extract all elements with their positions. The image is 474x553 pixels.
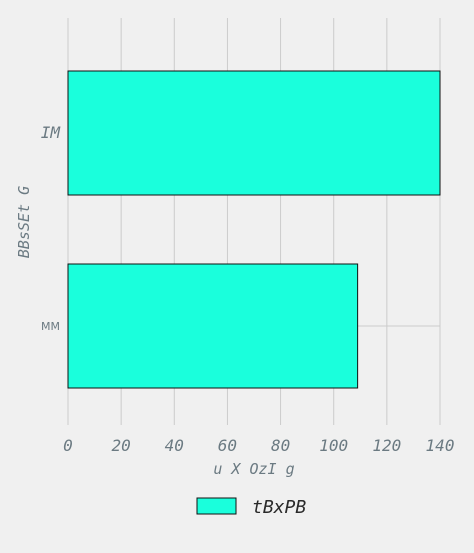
x-axis-label: u X OzI g xyxy=(213,460,294,478)
x-tick-labels: 0 20 40 60 80 100 120 140 xyxy=(63,436,454,455)
x-tick-label: 100 xyxy=(319,436,348,455)
y-tick-label: IM xyxy=(41,123,62,142)
bar-mm xyxy=(67,263,359,389)
legend-label: tBxPB xyxy=(252,497,306,518)
x-tick-label: 20 xyxy=(112,436,131,455)
y-tick-label: MM xyxy=(41,320,60,333)
x-tick-label: 0 xyxy=(63,436,73,455)
x-tick-label: 40 xyxy=(165,436,184,455)
x-tick-label: 80 xyxy=(271,436,290,455)
bars xyxy=(67,70,441,389)
x-tick-label: 120 xyxy=(372,436,401,455)
legend: tBxPB xyxy=(196,497,306,518)
bar-im xyxy=(67,70,441,196)
x-tick-label: 60 xyxy=(218,436,237,455)
y-tick-labels: IM MM xyxy=(41,123,62,333)
x-tick-label: 140 xyxy=(426,436,455,455)
legend-swatch xyxy=(196,497,237,515)
y-axis-label: BBsSEt G xyxy=(15,186,33,258)
